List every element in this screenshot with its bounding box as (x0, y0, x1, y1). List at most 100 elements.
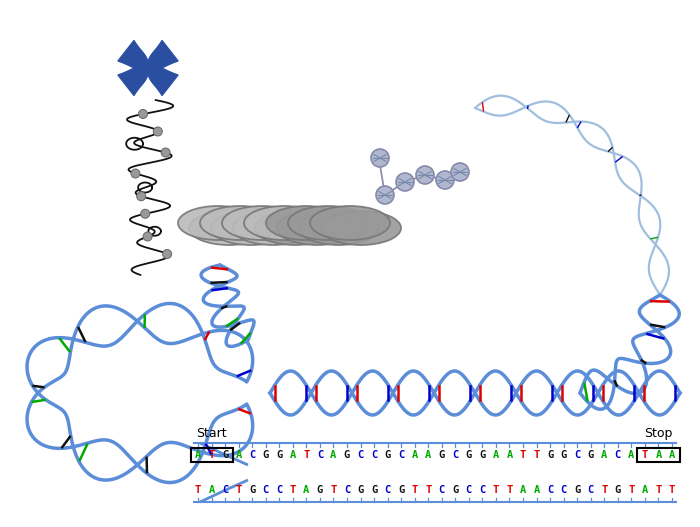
Text: C: C (452, 450, 458, 460)
Text: T: T (195, 485, 201, 495)
Text: T: T (209, 450, 215, 460)
Polygon shape (118, 41, 178, 95)
Ellipse shape (321, 211, 401, 245)
Text: A: A (655, 450, 662, 460)
Circle shape (139, 110, 148, 119)
Text: T: T (412, 485, 418, 495)
Text: G: G (480, 450, 486, 460)
Text: A: A (669, 450, 675, 460)
Text: C: C (547, 485, 553, 495)
Text: T: T (235, 485, 241, 495)
Circle shape (376, 186, 394, 204)
Ellipse shape (200, 206, 280, 240)
Text: G: G (561, 450, 567, 460)
Ellipse shape (277, 211, 357, 245)
Text: T: T (330, 485, 337, 495)
Text: C: C (222, 485, 228, 495)
Text: T: T (506, 485, 512, 495)
Text: T: T (642, 450, 648, 460)
Ellipse shape (189, 211, 269, 245)
Text: C: C (371, 450, 377, 460)
Text: C: C (561, 485, 567, 495)
Text: G: G (466, 450, 472, 460)
Text: A: A (303, 485, 309, 495)
Circle shape (162, 249, 172, 259)
Text: C: C (574, 450, 580, 460)
Text: A: A (506, 450, 512, 460)
Text: G: G (317, 485, 323, 495)
Ellipse shape (233, 211, 313, 245)
Text: G: G (262, 450, 269, 460)
Text: A: A (195, 450, 201, 460)
Text: G: G (344, 450, 350, 460)
Circle shape (371, 149, 389, 167)
Text: A: A (533, 485, 540, 495)
Text: A: A (642, 485, 648, 495)
Circle shape (136, 192, 146, 201)
Text: A: A (209, 485, 215, 495)
Text: A: A (425, 450, 431, 460)
Text: C: C (480, 485, 486, 495)
Text: Stop: Stop (644, 427, 673, 440)
Text: T: T (655, 485, 662, 495)
Text: T: T (628, 485, 634, 495)
Text: G: G (439, 450, 445, 460)
Text: G: G (547, 450, 553, 460)
Text: A: A (330, 450, 337, 460)
Circle shape (143, 232, 152, 241)
Text: T: T (533, 450, 540, 460)
Ellipse shape (288, 206, 368, 240)
Text: A: A (493, 450, 499, 460)
Text: T: T (290, 485, 296, 495)
Text: T: T (493, 485, 499, 495)
Text: C: C (262, 485, 269, 495)
Ellipse shape (222, 206, 302, 240)
Circle shape (161, 148, 170, 157)
Text: C: C (344, 485, 350, 495)
Circle shape (451, 163, 469, 181)
Text: G: G (587, 450, 594, 460)
Text: T: T (425, 485, 431, 495)
Text: Start: Start (196, 427, 227, 440)
Text: C: C (615, 450, 621, 460)
Text: G: G (249, 485, 256, 495)
Text: G: G (358, 485, 363, 495)
Text: T: T (303, 450, 309, 460)
Circle shape (131, 169, 140, 178)
Circle shape (141, 209, 150, 218)
Text: G: G (398, 485, 405, 495)
Ellipse shape (255, 211, 335, 245)
Text: C: C (398, 450, 405, 460)
Text: T: T (520, 450, 526, 460)
Polygon shape (118, 41, 178, 95)
Text: C: C (384, 485, 391, 495)
Text: C: C (358, 450, 363, 460)
Text: C: C (249, 450, 256, 460)
Circle shape (153, 127, 162, 136)
Text: G: G (222, 450, 228, 460)
Text: C: C (317, 450, 323, 460)
Circle shape (416, 166, 434, 184)
Text: G: G (574, 485, 580, 495)
Text: A: A (601, 450, 608, 460)
Circle shape (436, 171, 454, 189)
Ellipse shape (299, 211, 379, 245)
Text: T: T (669, 485, 675, 495)
Text: C: C (439, 485, 445, 495)
Text: A: A (412, 450, 418, 460)
Ellipse shape (178, 206, 258, 240)
Text: A: A (520, 485, 526, 495)
Circle shape (396, 173, 414, 191)
Text: C: C (276, 485, 282, 495)
Text: C: C (587, 485, 594, 495)
Ellipse shape (211, 211, 291, 245)
Ellipse shape (266, 206, 346, 240)
Text: G: G (276, 450, 282, 460)
Text: G: G (371, 485, 377, 495)
Text: G: G (615, 485, 621, 495)
Ellipse shape (244, 206, 324, 240)
Text: A: A (235, 450, 241, 460)
Text: A: A (290, 450, 296, 460)
Text: G: G (452, 485, 458, 495)
Ellipse shape (310, 206, 390, 240)
